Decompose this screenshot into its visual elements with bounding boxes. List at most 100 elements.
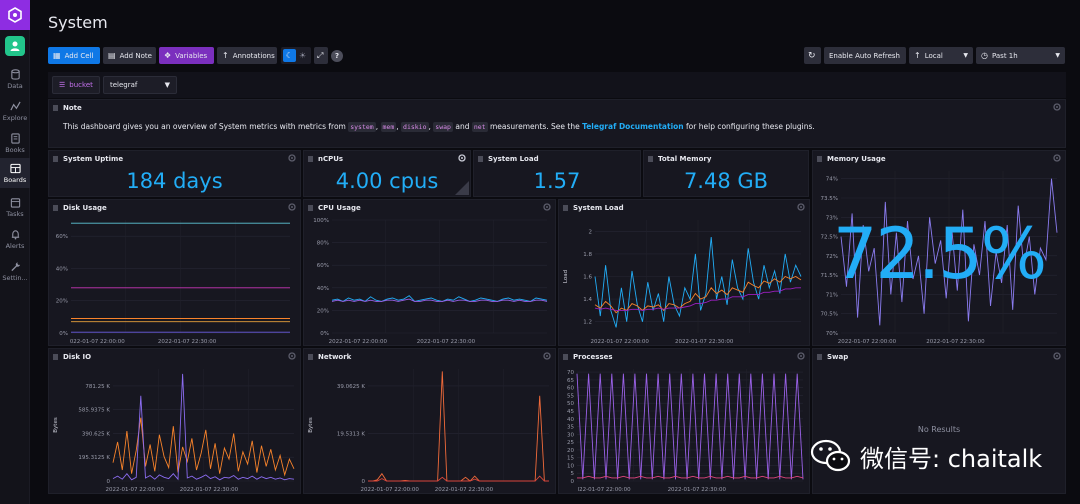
drag-handle[interactable] <box>308 354 313 360</box>
note-text-after: for help configuring these plugins. <box>686 122 815 131</box>
network-chart[interactable]: 0 19.5313 K 39.0625 K 2022-01-07 22:00:00 20… <box>304 363 557 495</box>
clock-icon: ◷ <box>981 51 988 60</box>
influx-logo-icon[interactable] <box>0 0 30 30</box>
nav-data[interactable]: Data <box>0 64 30 94</box>
gear-icon[interactable] <box>797 203 805 211</box>
gear-icon[interactable] <box>1053 103 1061 111</box>
drag-handle[interactable] <box>53 156 58 162</box>
gear-icon[interactable] <box>1053 352 1061 360</box>
y-tick-label: 781.25 K <box>85 384 110 390</box>
variables-button[interactable]: ❖ Variables <box>159 47 214 64</box>
user-avatar[interactable] <box>5 36 25 56</box>
y-tick-label: 100% <box>313 218 329 224</box>
refresh-button[interactable]: ↻ <box>804 47 821 64</box>
cell-title: Total Memory <box>658 155 712 163</box>
y-tick-label: 1.2 <box>583 320 592 326</box>
x-tick-label: 2022-01-07 22:30:00 <box>675 339 734 345</box>
telegraf-docs-link[interactable]: Telegraf Documentation <box>582 122 684 131</box>
timezone-dropdown[interactable]: ↑ Local ▼ <box>909 47 973 64</box>
bucket-dropdown[interactable]: telegraf ▼ <box>103 76 177 94</box>
drag-handle[interactable] <box>53 354 58 360</box>
cell-title: nCPUs <box>318 155 344 163</box>
gear-icon[interactable] <box>1053 154 1061 162</box>
nav-boards[interactable]: Boards <box>0 158 30 188</box>
drag-handle[interactable] <box>563 205 568 211</box>
x-tick-label: l22-01-07 22:00:00 <box>578 487 631 493</box>
drag-handle[interactable] <box>53 105 58 111</box>
drag-handle[interactable] <box>648 156 653 162</box>
nav-books[interactable]: Books <box>0 128 30 158</box>
drag-handle[interactable] <box>308 205 313 211</box>
cube-icon: ❖ <box>164 51 172 60</box>
series-line-load1 <box>594 236 802 328</box>
presentation-mode-button[interactable]: ⤢ <box>314 47 328 64</box>
annotations-button[interactable]: ↑ Annotations <box>217 47 277 64</box>
chevron-down-icon: ▼ <box>1055 52 1060 59</box>
gear-icon[interactable] <box>543 352 551 360</box>
drag-handle[interactable] <box>817 156 822 162</box>
disk-usage-cell: Disk Usage 0% 20% 40% 60% 022-01-07 22:00:00… <box>48 199 301 346</box>
drag-handle[interactable] <box>563 354 568 360</box>
chevron-down-icon: ▼ <box>164 81 170 89</box>
x-tick-label: 2022-01-07 22:30:00 <box>435 487 494 493</box>
x-tick-label: 2022-01-07 22:30:00 <box>180 487 239 493</box>
measurement-net: net <box>471 122 488 132</box>
disk-io-cell: Disk IO 0 195.3125 K 390.625 K 585.9375 K 78… <box>48 348 301 494</box>
drag-handle[interactable] <box>478 156 483 162</box>
y-tick-label: 60% <box>56 234 68 240</box>
y-tick-label: 70.5% <box>821 312 838 318</box>
wrench-icon <box>10 261 20 271</box>
add-note-button[interactable]: ▤ Add Note <box>103 47 156 64</box>
nav-settings[interactable]: Settin... <box>0 256 30 286</box>
y-tick-label: 20% <box>56 299 68 305</box>
nav-explore-label: Explore <box>2 113 28 122</box>
gear-icon[interactable] <box>288 352 296 360</box>
y-tick-label: 20% <box>317 308 329 314</box>
cell-title: Network <box>318 353 352 361</box>
drag-handle[interactable] <box>308 156 313 162</box>
drag-handle[interactable] <box>53 205 58 211</box>
time-range-dropdown[interactable]: ◷ Past 1h ▼ <box>976 47 1065 64</box>
note-title: Note <box>63 104 82 112</box>
series-line-running <box>577 475 804 479</box>
cell-title: Memory Usage <box>827 155 886 163</box>
y-tick-label: 71% <box>826 292 838 298</box>
x-tick-label: 2022-01-07 22:00:00 <box>106 487 165 493</box>
series-line-total <box>576 373 804 480</box>
cell-title: System Uptime <box>63 155 124 163</box>
gear-icon[interactable] <box>288 203 296 211</box>
series-line-sent <box>368 475 549 482</box>
resize-handle-icon[interactable] <box>455 181 469 195</box>
y-tick-label: 20 <box>567 448 574 454</box>
measurement-swap: swap <box>433 122 453 132</box>
add-cell-button[interactable]: ▦ Add Cell <box>48 47 100 64</box>
gear-icon[interactable] <box>797 352 805 360</box>
note-and: and <box>455 122 470 131</box>
theme-toggle[interactable]: ☾ ☀ <box>281 47 311 64</box>
y-tick-label: 60 <box>567 386 574 392</box>
y-tick-label: 5 <box>571 471 575 477</box>
load-value: 1.57 <box>533 169 581 193</box>
cpu-usage-chart[interactable]: 0% 20% 40% 60% 80% 100% 2022-01-07 22:00:00 202… <box>304 214 557 347</box>
disk-io-chart[interactable]: 0 195.3125 K 390.625 K 585.9375 K 781.25 K 20… <box>49 363 302 495</box>
ncpus-cell: nCPUs 4.00 cpus <box>303 150 471 197</box>
series-line-used_percent <box>840 178 1058 326</box>
nav-tasks[interactable]: Tasks <box>0 192 30 222</box>
y-tick-label: 80% <box>317 241 329 247</box>
gear-icon[interactable] <box>543 203 551 211</box>
drag-handle[interactable] <box>817 354 822 360</box>
disk-usage-chart[interactable]: 0% 20% 40% 60% 022-01-07 22:00:00 2022-01-07 … <box>49 214 302 347</box>
gear-icon[interactable] <box>458 154 466 162</box>
nav-explore[interactable]: Explore <box>0 96 30 126</box>
sun-icon: ☀ <box>299 51 307 60</box>
memory-value: 7.48 GB <box>683 169 769 193</box>
nav-alerts[interactable]: Alerts <box>0 224 30 254</box>
gear-icon[interactable] <box>288 154 296 162</box>
help-button[interactable]: ? <box>331 50 343 62</box>
memory-usage-chart[interactable]: 70%70.5%71%71.5%72%72.5%73%73.5%74%2022-… <box>813 165 1067 347</box>
system-load-chart[interactable]: 1.2 1.4 1.6 1.8 2 2022-01-07 22:00:00 2022-01-… <box>559 214 811 347</box>
y-tick-label: 0 <box>107 479 111 485</box>
y-tick-label: 0 <box>362 479 366 485</box>
auto-refresh-button[interactable]: Enable Auto Refresh <box>824 47 906 64</box>
